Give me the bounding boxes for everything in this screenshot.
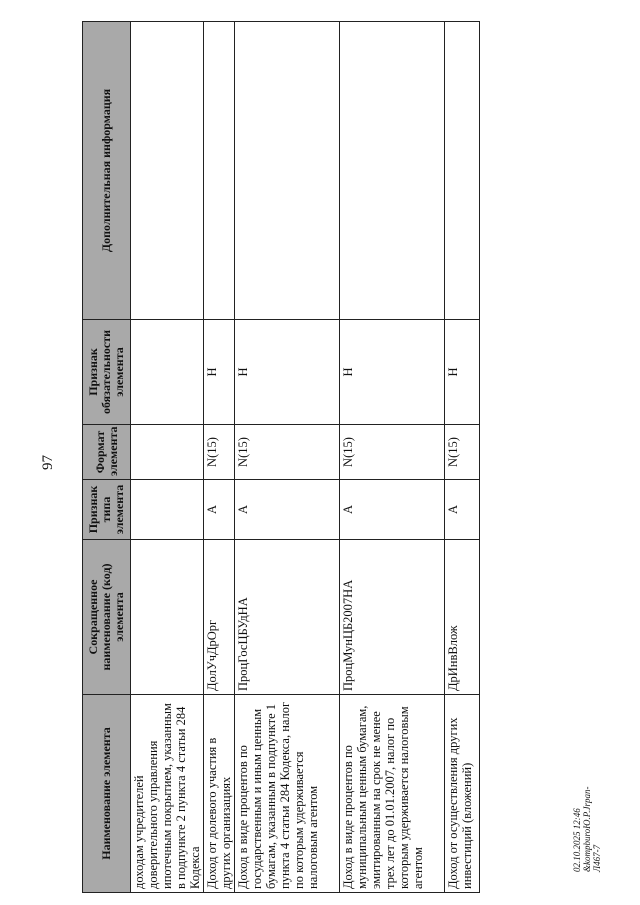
table-header-row: Наименование элемента Сокращенное наимен…: [82, 21, 131, 893]
table-row: Доход в виде процентов по государственны…: [234, 21, 340, 893]
cell-name: Доход от осуществления других инвестиций…: [444, 694, 480, 893]
footer-stamp: 02.10.2025 12:46 &kompburoЮ.Р.Jrpan-Л467…: [572, 786, 602, 872]
element-table: Наименование элемента Сокращенное наимен…: [82, 21, 480, 893]
cell-code: ПроцМунЦБ2007НА: [339, 539, 445, 695]
cell-format: [130, 424, 204, 480]
header-type: Признак типа элемента: [82, 479, 131, 540]
cell-additional: [444, 21, 480, 320]
cell-code: [130, 539, 204, 695]
table-row: Доход от осуществления других инвестиций…: [444, 21, 480, 893]
header-additional: Дополнительная информация: [82, 21, 131, 320]
header-name: Наименование элемента: [82, 694, 131, 893]
footer-date: 02.10.2025 12:46: [572, 808, 582, 872]
cell-additional: [203, 21, 235, 320]
page-number: 97: [40, 455, 56, 470]
cell-format: N(15): [234, 424, 340, 480]
cell-required: [130, 319, 204, 425]
cell-required: Н: [203, 319, 235, 425]
cell-additional: [130, 21, 204, 320]
cell-format: N(15): [339, 424, 445, 480]
header-format: Формат элемента: [82, 424, 131, 480]
cell-name: Доход в виде процентов по государственны…: [234, 694, 340, 893]
table-row: Доход от долевого участия в других орган…: [203, 21, 235, 893]
cell-name: доходам учредителей доверительного управ…: [130, 694, 204, 893]
header-code: Сокращенное наименование (код) элемента: [82, 539, 131, 695]
cell-format: N(15): [444, 424, 480, 480]
cell-additional: [234, 21, 340, 320]
cell-type: А: [234, 479, 340, 540]
cell-required: Н: [234, 319, 340, 425]
table-row: Доход в виде процентов по муниципальным …: [339, 21, 445, 893]
cell-type: А: [339, 479, 445, 540]
header-required: Признак обязательности элемента: [82, 319, 131, 425]
footer-id: &kompburoЮ.Р.Jrpan-Л467-7: [582, 786, 602, 872]
cell-format: N(15): [203, 424, 235, 480]
cell-type: [130, 479, 204, 540]
cell-code: ПроцГосЦБУдНА: [234, 539, 340, 695]
cell-type: А: [444, 479, 480, 540]
cell-code: ДрИнвВлож: [444, 539, 480, 695]
cell-type: А: [203, 479, 235, 540]
cell-required: Н: [339, 319, 445, 425]
cell-additional: [339, 21, 445, 320]
cell-code: ДолУчДрОрг: [203, 539, 235, 695]
cell-required: Н: [444, 319, 480, 425]
table-row: доходам учредителей доверительного управ…: [130, 21, 204, 893]
cell-name: Доход в виде процентов по муниципальным …: [339, 694, 445, 893]
cell-name: Доход от долевого участия в других орган…: [203, 694, 235, 893]
